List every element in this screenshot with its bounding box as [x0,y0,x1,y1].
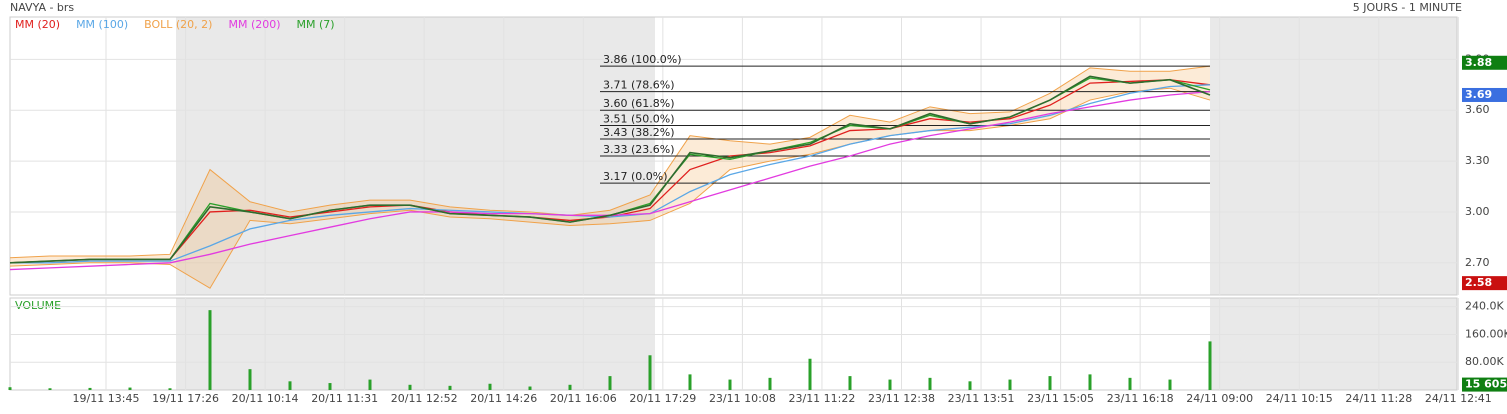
timeframe: 5 JOURS - 1 MINUTE [1353,1,1462,14]
price-tag [1462,276,1507,291]
fib-label: 3.51 (50.0%) [603,112,675,125]
volume-bar [48,388,52,390]
indicator-line [10,84,1211,264]
volume-bar [1208,341,1212,390]
y-tick-label: 240.0K [1465,300,1504,313]
price-panel [9,16,1458,296]
volume-bar [768,377,772,390]
future-shade [1210,298,1457,390]
x-tick-label: 20/11 12:52 [391,392,458,405]
volume-bar [648,355,652,390]
volume-panel [9,297,1458,391]
legend-entry: MM (7) [297,18,335,31]
y-tick-label: 3.60 [1465,103,1490,116]
volume-tag [1462,377,1507,392]
volume-bar [528,386,532,390]
x-tick-label: 23/11 11:22 [788,392,855,405]
x-tick-label: 19/11 13:45 [73,392,140,405]
price-tag [1462,87,1507,102]
bollinger-upper [9,65,1211,259]
volume-bar [208,310,212,390]
volume-tag-label: 15 605 [1465,378,1507,391]
fib-label: 3.71 (78.6%) [603,79,675,92]
volume-bar [888,379,892,390]
price-tag-label: 3.88 [1465,56,1492,69]
volume-bar [328,383,332,390]
x-tick-label: 23/11 12:38 [868,392,935,405]
price-tag [1462,55,1507,70]
x-tick-label: 20/11 16:06 [550,392,617,405]
x-tick-label: 24/11 10:15 [1266,392,1333,405]
fib-label: 3.43 (38.2%) [603,126,675,139]
legend-entry: MM (20) [15,18,60,31]
volume-bar [848,376,852,390]
fib-label: 3.60 (61.8%) [603,97,675,110]
volume-title: VOLUME [15,299,61,312]
chart-title: NAVYA - brs [10,1,74,14]
volume-bar [1168,379,1172,390]
x-tick-label: 20/11 11:31 [311,392,378,405]
price-line [9,75,1211,264]
y-tick-label: 80.00K [1465,355,1504,368]
volume-bar [688,374,692,390]
session-shade [176,298,655,390]
fib-label: 3.33 (23.6%) [603,143,675,156]
y-tick-label: 3.30 [1465,154,1490,167]
x-tick-label: 23/11 15:05 [1027,392,1094,405]
volume-bar [568,384,572,390]
volume-bar [968,381,972,390]
volume-bar [728,379,732,390]
volume-bar [928,377,932,390]
y-tick-label: 3.00 [1465,205,1490,218]
volume-bar [808,358,812,390]
volume-bar [1048,376,1052,390]
x-tick-label: 23/11 16:18 [1107,392,1174,405]
volume-bar [168,388,172,390]
x-tick-label: 19/11 17:26 [152,392,219,405]
x-tick-label: 23/11 10:08 [709,392,776,405]
x-tick-label: 20/11 17:29 [629,392,696,405]
fib-label: 3.17 (0.0%) [603,170,668,183]
volume-bar [488,383,492,390]
volume-bar [408,384,412,390]
x-tick-label: 24/11 12:41 [1425,392,1492,405]
x-tick-label: 20/11 14:26 [470,392,537,405]
x-tick-label: 24/11 11:28 [1345,392,1412,405]
volume-bar [128,387,132,390]
legend-entry: MM (100) [76,18,128,31]
fib-label: 3.86 (100.0%) [603,53,682,66]
volume-bar [448,385,452,390]
volume-bar [288,381,292,390]
future-shade [1210,17,1457,295]
x-tick-label: 23/11 13:51 [948,392,1015,405]
x-tick-label: 24/11 09:00 [1186,392,1253,405]
volume-bar [88,387,92,390]
volume-bar [248,369,252,390]
y-tick-label: 160.00K [1465,327,1507,340]
price-tag-label: 2.58 [1465,276,1492,289]
volume-bar [1128,377,1132,390]
y-tick-label: 2.70 [1465,256,1490,269]
session-shade [176,17,655,295]
price-tag-label: 3.69 [1465,88,1492,101]
volume-bar [608,376,612,390]
volume-bar [1088,374,1092,390]
x-tick-label: 20/11 10:14 [232,392,299,405]
legend-entry: MM (200) [228,18,280,31]
volume-bar [8,387,12,390]
volume-bar [1008,379,1012,390]
volume-bar [368,379,372,390]
legend-entry: BOLL (20, 2) [144,18,212,31]
